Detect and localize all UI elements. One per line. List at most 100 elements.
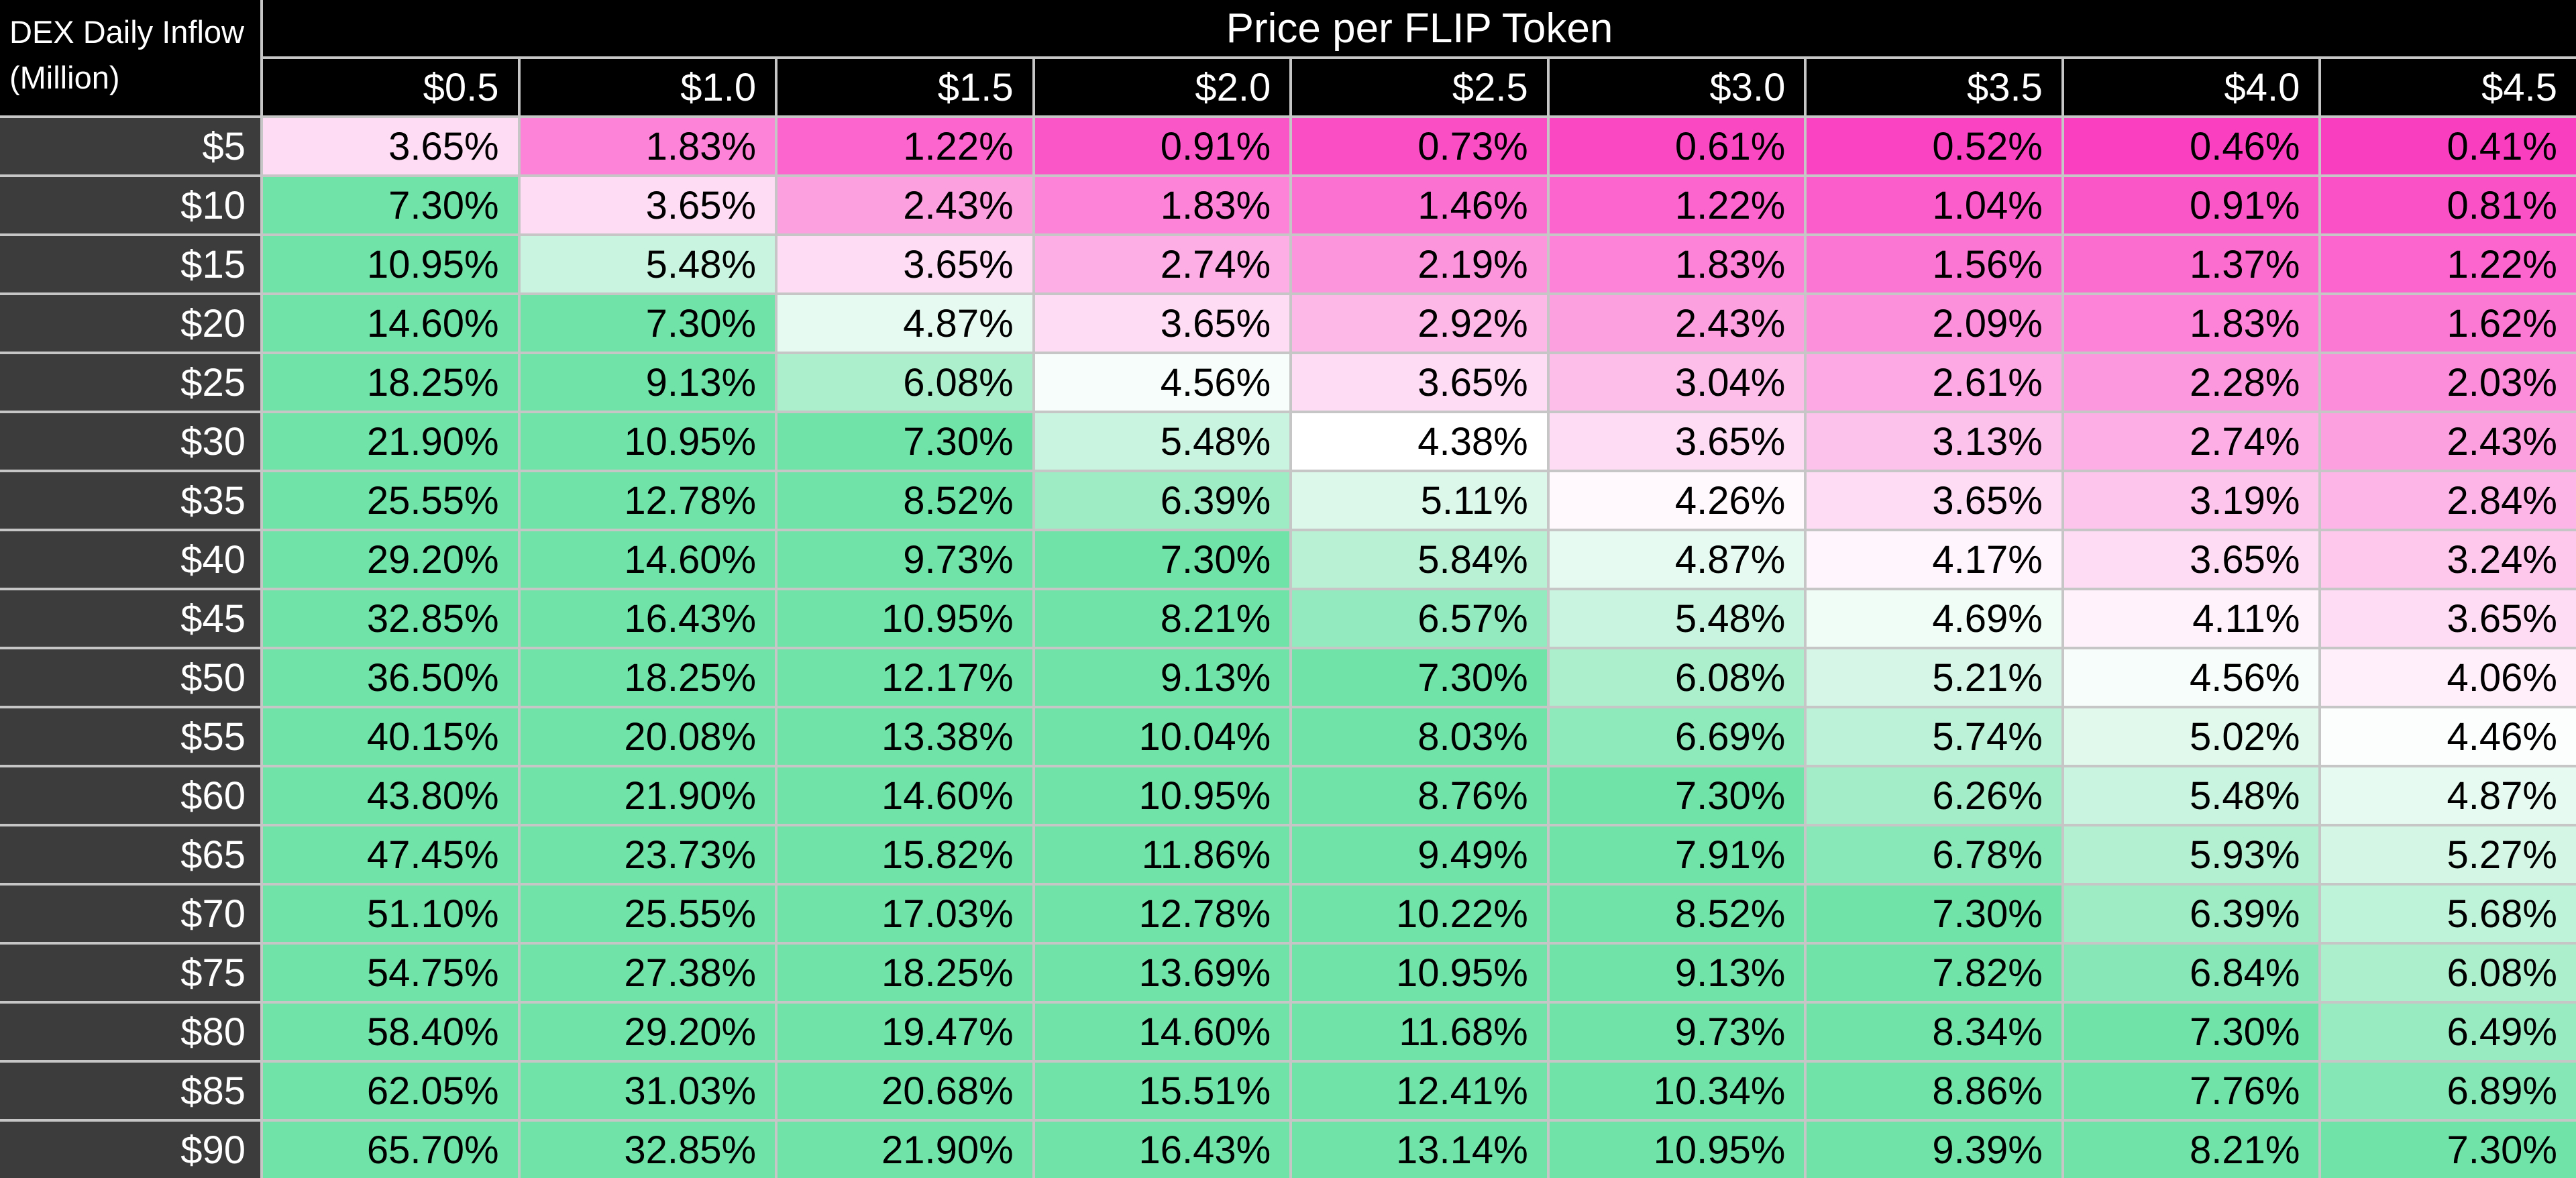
heatmap-cell[interactable]: 16.43% <box>520 590 775 647</box>
heatmap-cell[interactable]: 16.43% <box>1034 1122 1290 1178</box>
heatmap-cell[interactable]: 7.30% <box>1549 767 1805 824</box>
row-header[interactable]: $45 <box>0 590 260 647</box>
heatmap-cell[interactable]: 12.78% <box>1034 886 1290 942</box>
heatmap-cell[interactable]: 20.68% <box>777 1063 1032 1119</box>
heatmap-cell[interactable]: 8.52% <box>777 472 1032 529</box>
heatmap-cell[interactable]: 3.24% <box>2321 531 2576 588</box>
corner-label[interactable]: DEX Daily Inflow (Million) <box>0 0 260 115</box>
row-header[interactable]: $55 <box>0 708 260 765</box>
heatmap-cell[interactable]: 4.17% <box>1807 531 2061 588</box>
row-header[interactable]: $5 <box>0 118 260 174</box>
heatmap-cell[interactable]: 4.46% <box>2321 708 2576 765</box>
heatmap-cell[interactable]: 5.84% <box>1292 531 1547 588</box>
heatmap-cell[interactable]: 1.62% <box>2321 295 2576 352</box>
heatmap-cell[interactable]: 8.86% <box>1807 1063 2061 1119</box>
heatmap-cell[interactable]: 1.83% <box>1034 177 1290 233</box>
heatmap-cell[interactable]: 6.89% <box>2321 1063 2576 1119</box>
column-header[interactable]: $4.5 <box>2321 59 2576 115</box>
heatmap-cell[interactable]: 21.90% <box>520 767 775 824</box>
heatmap-cell[interactable]: 10.95% <box>520 413 775 470</box>
heatmap-cell[interactable]: 9.13% <box>1034 649 1290 706</box>
heatmap-cell[interactable]: 7.30% <box>520 295 775 352</box>
row-header[interactable]: $80 <box>0 1004 260 1060</box>
heatmap-cell[interactable]: 10.22% <box>1292 886 1547 942</box>
heatmap-cell[interactable]: 0.61% <box>1549 118 1805 174</box>
heatmap-cell[interactable]: 10.34% <box>1549 1063 1805 1119</box>
heatmap-cell[interactable]: 5.48% <box>2063 767 2319 824</box>
heatmap-cell[interactable]: 32.85% <box>520 1122 775 1178</box>
heatmap-cell[interactable]: 5.11% <box>1292 472 1547 529</box>
heatmap-cell[interactable]: 9.39% <box>1807 1122 2061 1178</box>
heatmap-cell[interactable]: 5.02% <box>2063 708 2319 765</box>
heatmap-cell[interactable]: 31.03% <box>520 1063 775 1119</box>
heatmap-cell[interactable]: 20.08% <box>520 708 775 765</box>
heatmap-cell[interactable]: 1.22% <box>2321 236 2576 292</box>
heatmap-cell[interactable]: 21.90% <box>263 413 518 470</box>
heatmap-cell[interactable]: 1.22% <box>777 118 1032 174</box>
heatmap-cell[interactable]: 6.39% <box>1034 472 1290 529</box>
heatmap-cell[interactable]: 11.68% <box>1292 1004 1547 1060</box>
heatmap-cell[interactable]: 2.28% <box>2063 354 2319 411</box>
heatmap-cell[interactable]: 4.69% <box>1807 590 2061 647</box>
heatmap-cell[interactable]: 15.51% <box>1034 1063 1290 1119</box>
heatmap-cell[interactable]: 3.65% <box>777 236 1032 292</box>
heatmap-cell[interactable]: 58.40% <box>263 1004 518 1060</box>
heatmap-cell[interactable]: 0.91% <box>1034 118 1290 174</box>
heatmap-cell[interactable]: 10.04% <box>1034 708 1290 765</box>
heatmap-cell[interactable]: 2.74% <box>2063 413 2319 470</box>
heatmap-cell[interactable]: 6.26% <box>1807 767 2061 824</box>
heatmap-cell[interactable]: 6.08% <box>1549 649 1805 706</box>
heatmap-cell[interactable]: 1.83% <box>520 118 775 174</box>
heatmap-cell[interactable]: 12.41% <box>1292 1063 1547 1119</box>
column-header[interactable]: $3.5 <box>1807 59 2061 115</box>
heatmap-cell[interactable]: 17.03% <box>777 886 1032 942</box>
heatmap-cell[interactable]: 54.75% <box>263 945 518 1001</box>
heatmap-cell[interactable]: 5.48% <box>1034 413 1290 470</box>
heatmap-cell[interactable]: 62.05% <box>263 1063 518 1119</box>
heatmap-cell[interactable]: 1.83% <box>2063 295 2319 352</box>
heatmap-cell[interactable]: 29.20% <box>520 1004 775 1060</box>
heatmap-cell[interactable]: 18.25% <box>263 354 518 411</box>
heatmap-cell[interactable]: 7.30% <box>2063 1004 2319 1060</box>
heatmap-cell[interactable]: 36.50% <box>263 649 518 706</box>
row-header[interactable]: $65 <box>0 826 260 883</box>
row-header[interactable]: $90 <box>0 1122 260 1178</box>
heatmap-cell[interactable]: 18.25% <box>777 945 1032 1001</box>
table-title[interactable]: Price per FLIP Token <box>263 0 2576 56</box>
heatmap-cell[interactable]: 6.69% <box>1549 708 1805 765</box>
heatmap-cell[interactable]: 2.09% <box>1807 295 2061 352</box>
column-header[interactable]: $1.0 <box>520 59 775 115</box>
row-header[interactable]: $60 <box>0 767 260 824</box>
heatmap-cell[interactable]: 43.80% <box>263 767 518 824</box>
heatmap-cell[interactable]: 2.43% <box>777 177 1032 233</box>
heatmap-cell[interactable]: 8.34% <box>1807 1004 2061 1060</box>
heatmap-cell[interactable]: 0.91% <box>2063 177 2319 233</box>
heatmap-cell[interactable]: 1.37% <box>2063 236 2319 292</box>
heatmap-cell[interactable]: 3.13% <box>1807 413 2061 470</box>
heatmap-cell[interactable]: 10.95% <box>777 590 1032 647</box>
heatmap-cell[interactable]: 4.38% <box>1292 413 1547 470</box>
row-header[interactable]: $50 <box>0 649 260 706</box>
heatmap-cell[interactable]: 4.11% <box>2063 590 2319 647</box>
heatmap-cell[interactable]: 2.92% <box>1292 295 1547 352</box>
column-header[interactable]: $2.0 <box>1034 59 1290 115</box>
heatmap-cell[interactable]: 1.83% <box>1549 236 1805 292</box>
heatmap-cell[interactable]: 5.74% <box>1807 708 2061 765</box>
heatmap-cell[interactable]: 10.95% <box>1549 1122 1805 1178</box>
heatmap-cell[interactable]: 1.46% <box>1292 177 1547 233</box>
row-header[interactable]: $75 <box>0 945 260 1001</box>
heatmap-cell[interactable]: 0.46% <box>2063 118 2319 174</box>
heatmap-cell[interactable]: 7.30% <box>777 413 1032 470</box>
row-header[interactable]: $70 <box>0 886 260 942</box>
heatmap-cell[interactable]: 13.38% <box>777 708 1032 765</box>
heatmap-cell[interactable]: 3.19% <box>2063 472 2319 529</box>
heatmap-cell[interactable]: 14.60% <box>520 531 775 588</box>
heatmap-cell[interactable]: 29.20% <box>263 531 518 588</box>
heatmap-cell[interactable]: 9.73% <box>777 531 1032 588</box>
heatmap-cell[interactable]: 2.43% <box>2321 413 2576 470</box>
heatmap-cell[interactable]: 9.49% <box>1292 826 1547 883</box>
column-header[interactable]: $2.5 <box>1292 59 1547 115</box>
heatmap-cell[interactable]: 6.39% <box>2063 886 2319 942</box>
heatmap-cell[interactable]: 5.48% <box>520 236 775 292</box>
heatmap-cell[interactable]: 32.85% <box>263 590 518 647</box>
